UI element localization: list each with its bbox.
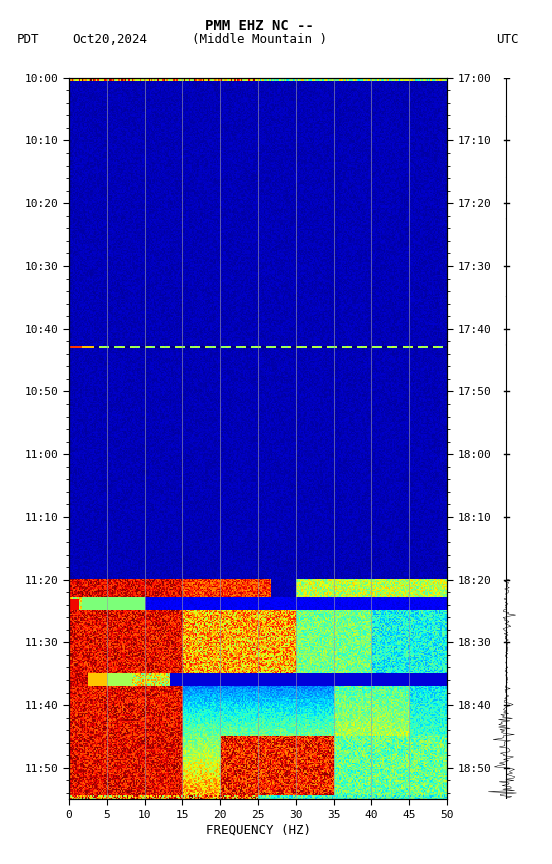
Text: (Middle Mountain ): (Middle Mountain ): [192, 33, 327, 46]
Text: Oct20,2024: Oct20,2024: [72, 33, 147, 46]
Text: UTC: UTC: [496, 33, 519, 46]
Text: PDT: PDT: [17, 33, 39, 46]
X-axis label: FREQUENCY (HZ): FREQUENCY (HZ): [205, 823, 311, 836]
Text: PMM EHZ NC --: PMM EHZ NC --: [205, 19, 314, 33]
